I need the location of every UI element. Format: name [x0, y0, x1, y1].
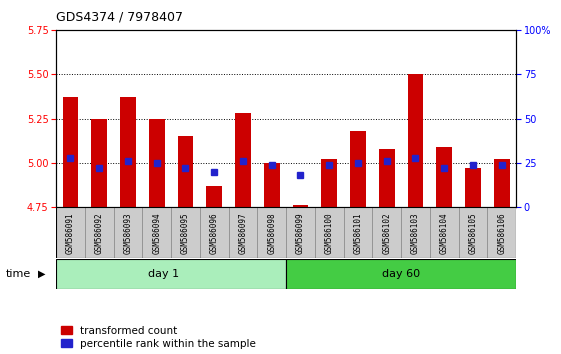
Text: GSM586102: GSM586102 — [382, 212, 391, 253]
Bar — [178, 136, 194, 207]
Bar — [373, 207, 401, 258]
Text: GSM586100: GSM586100 — [325, 212, 334, 253]
Bar — [91, 119, 107, 207]
Legend: transformed count, percentile rank within the sample: transformed count, percentile rank withi… — [61, 326, 256, 349]
Text: GSM586106: GSM586106 — [497, 212, 506, 253]
Bar — [488, 207, 516, 258]
Bar — [171, 207, 200, 258]
Bar — [465, 168, 481, 207]
Text: GSM586091: GSM586091 — [66, 212, 75, 253]
Text: GSM586104: GSM586104 — [440, 212, 449, 253]
Bar — [458, 207, 488, 258]
Text: day 1: day 1 — [148, 269, 180, 279]
Text: GSM586103: GSM586103 — [411, 212, 420, 253]
Text: GSM586101: GSM586101 — [353, 212, 362, 253]
Bar — [286, 259, 516, 289]
Bar — [350, 131, 366, 207]
Bar — [379, 149, 394, 207]
Bar — [206, 186, 222, 207]
Text: GSM586096: GSM586096 — [210, 212, 219, 253]
Text: GSM586095: GSM586095 — [181, 212, 190, 253]
Text: GSM586099: GSM586099 — [296, 212, 305, 253]
Text: GSM586098: GSM586098 — [267, 212, 276, 253]
Bar — [235, 113, 251, 207]
Text: ▶: ▶ — [38, 269, 45, 279]
Bar — [229, 207, 257, 258]
Bar — [494, 159, 509, 207]
Bar — [315, 207, 343, 258]
Bar — [113, 207, 142, 258]
Bar — [257, 207, 286, 258]
Bar — [408, 74, 424, 207]
Bar — [343, 207, 373, 258]
Bar — [120, 97, 136, 207]
Text: GSM586097: GSM586097 — [238, 212, 247, 253]
Bar — [56, 259, 286, 289]
Bar — [200, 207, 229, 258]
Text: GSM586094: GSM586094 — [152, 212, 161, 253]
Bar — [293, 205, 309, 207]
Bar — [436, 147, 452, 207]
Bar — [321, 159, 337, 207]
Bar — [149, 119, 164, 207]
Text: day 60: day 60 — [382, 269, 420, 279]
Text: GDS4374 / 7978407: GDS4374 / 7978407 — [56, 10, 183, 23]
Bar — [286, 207, 315, 258]
Bar — [142, 207, 171, 258]
Bar — [85, 207, 113, 258]
Text: time: time — [6, 269, 31, 279]
Bar — [264, 163, 279, 207]
Bar — [401, 207, 430, 258]
Bar — [430, 207, 459, 258]
Bar — [63, 97, 79, 207]
Text: GSM586105: GSM586105 — [468, 212, 477, 253]
Text: GSM586092: GSM586092 — [95, 212, 104, 253]
Bar — [56, 207, 85, 258]
Text: GSM586093: GSM586093 — [123, 212, 132, 253]
